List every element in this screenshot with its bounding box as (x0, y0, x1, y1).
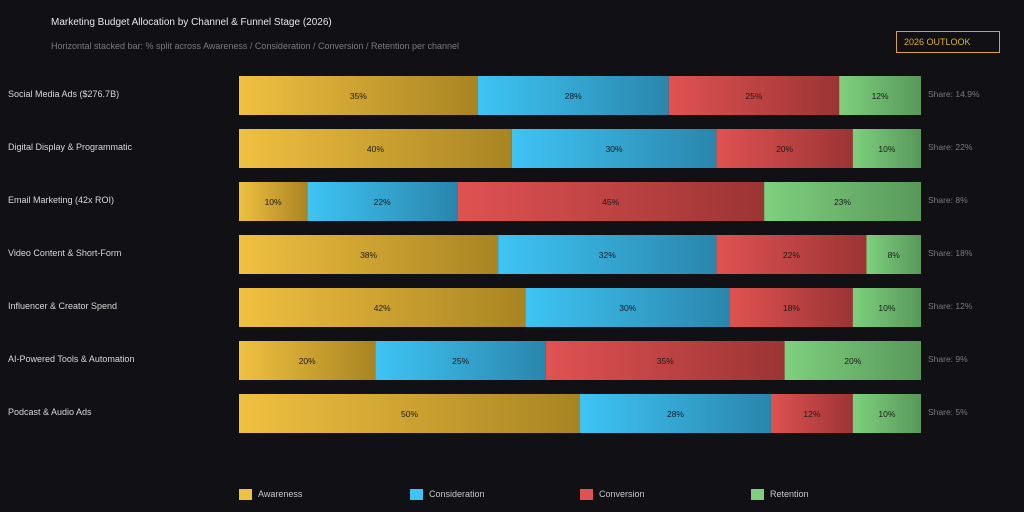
data-label: 20% (844, 356, 861, 366)
share-label: Share: 5% (928, 407, 968, 417)
bar-segment-conversion (668, 76, 840, 115)
bar-segment-retention (764, 182, 921, 221)
category-label: Podcast & Audio Ads (8, 407, 92, 417)
category-label: Digital Display & Programmatic (8, 142, 133, 152)
share-label: Share: 14.9% (928, 89, 980, 99)
bar-segment-retention (852, 288, 921, 327)
bar-segment-consideration (375, 341, 546, 380)
data-label: 35% (657, 356, 674, 366)
chart-legend: Awareness Consideration Conversion Retentio… (0, 487, 1024, 501)
legend-item-consideration: Consideration (410, 487, 485, 501)
bar-segment-awareness (239, 182, 308, 221)
bar-segment-conversion (716, 235, 867, 274)
chart-subtitle: Horizontal stacked bar: % split across A… (51, 41, 460, 51)
bar-segment-consideration (307, 182, 458, 221)
data-label: 50% (401, 409, 418, 419)
bar-segment-retention (852, 129, 921, 168)
share-label: Share: 8% (928, 195, 968, 205)
category-label: Social Media Ads ($276.7B) (8, 89, 119, 99)
data-label: 20% (299, 356, 316, 366)
chart-title: Marketing Budget Allocation by Channel &… (51, 17, 332, 28)
data-label: 10% (878, 144, 895, 154)
category-label: AI-Powered Tools & Automation (8, 354, 134, 364)
bar-segment-retention (866, 235, 921, 274)
legend-label: Consideration (429, 489, 485, 499)
data-label: 22% (783, 250, 800, 260)
data-label: 30% (619, 303, 636, 313)
bar-segment-consideration (511, 129, 717, 168)
data-label: 10% (878, 409, 895, 419)
bar-segment-consideration (498, 235, 717, 274)
legend-swatch (410, 488, 423, 500)
data-label: 40% (367, 144, 384, 154)
share-label: Share: 9% (928, 354, 968, 364)
bar-segment-consideration (525, 288, 731, 327)
bar-segment-conversion (457, 182, 765, 221)
data-label: 25% (745, 91, 762, 101)
bar-segment-conversion (770, 394, 853, 433)
bar-segment-awareness (239, 235, 499, 274)
legend-label: Conversion (599, 489, 645, 499)
data-label: 32% (599, 250, 616, 260)
legend-swatch (580, 488, 593, 500)
data-label: 45% (602, 197, 619, 207)
data-label: 22% (374, 197, 391, 207)
legend-label: Awareness (258, 489, 303, 499)
data-label: 8% (888, 250, 901, 260)
data-label: 10% (878, 303, 895, 313)
legend-swatch (239, 488, 252, 500)
data-label: 38% (360, 250, 377, 260)
data-label: 28% (565, 91, 582, 101)
data-label: 12% (872, 91, 889, 101)
bar-segment-consideration (477, 76, 669, 115)
legend-label: Retention (770, 489, 809, 499)
data-label: 28% (667, 409, 684, 419)
data-label: 18% (783, 303, 800, 313)
outlook-badge: 2026 OUTLOOK (896, 31, 1000, 53)
bar-segment-awareness (239, 76, 478, 115)
bar-segment-retention (784, 341, 921, 380)
data-label: 30% (606, 144, 623, 154)
bar-segment-conversion (545, 341, 785, 380)
bar-segment-retention (852, 394, 921, 433)
legend-item-awareness: Awareness (239, 487, 302, 501)
bar-segment-consideration (580, 394, 771, 433)
legend-swatch (751, 488, 764, 500)
data-label: 23% (834, 197, 851, 207)
bar-segment-awareness (239, 341, 376, 380)
bar-segment-awareness (239, 394, 580, 433)
share-label: Share: 18% (928, 248, 973, 258)
share-label: Share: 22% (928, 142, 973, 152)
legend-item-retention: Retention (751, 487, 809, 501)
data-label: 25% (452, 356, 469, 366)
share-label: Share: 12% (928, 301, 973, 311)
data-label: 10% (265, 197, 282, 207)
bar-segment-conversion (716, 129, 853, 168)
legend-item-conversion: Conversion (580, 487, 645, 501)
bar-segment-awareness (239, 288, 526, 327)
bar-segment-conversion (730, 288, 853, 327)
data-label: 42% (374, 303, 391, 313)
category-label: Email Marketing (42x ROI) (8, 195, 114, 205)
data-label: 12% (803, 409, 820, 419)
data-label: 20% (776, 144, 793, 154)
bar-segment-awareness (239, 129, 512, 168)
bar-segment-retention (839, 76, 921, 115)
category-label: Video Content & Short-Form (8, 248, 121, 258)
category-label: Influencer & Creator Spend (8, 301, 117, 311)
data-label: 35% (350, 91, 367, 101)
